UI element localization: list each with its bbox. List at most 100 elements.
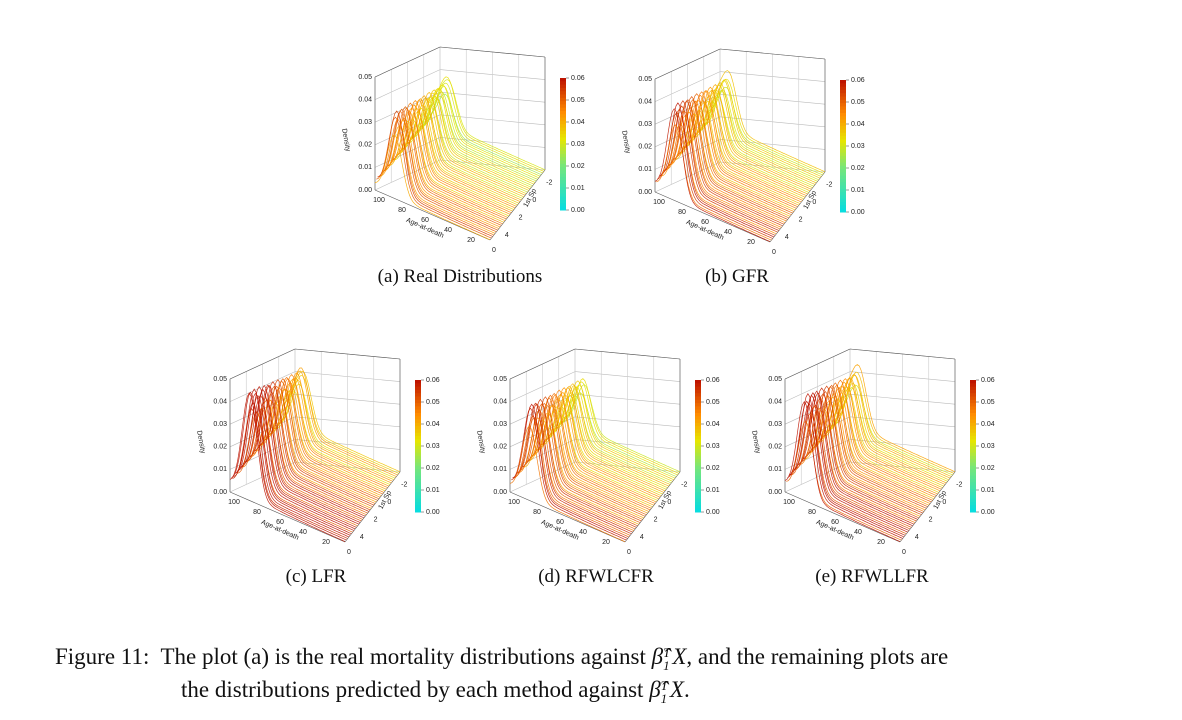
colorbar-segment (970, 449, 976, 454)
density-curve (799, 408, 916, 523)
colorbar-segment (560, 147, 566, 152)
x-tick-label: 40 (724, 229, 732, 236)
density-curve (704, 79, 821, 179)
density-curve (246, 397, 362, 522)
density-curve (833, 382, 949, 481)
colorbar-segment (840, 113, 846, 117)
colorbar-tick-label: 0.01 (426, 487, 440, 494)
density-curve (237, 411, 353, 533)
colorbar-segment (840, 195, 846, 200)
density-curve (513, 415, 629, 538)
z-tick-label: 0.04 (358, 96, 372, 103)
colorbar-segment (695, 383, 701, 388)
x-tick-label: 20 (877, 539, 885, 546)
density-curve (273, 378, 389, 487)
density-curve (526, 396, 642, 522)
colorbar-segment (560, 94, 566, 99)
colorbar-tick-label: 0.03 (571, 141, 585, 148)
caption-text: , and the remaining plots are (686, 644, 949, 669)
colorbar-segment (695, 439, 701, 444)
density-curve (278, 379, 394, 481)
x-tick-label: 100 (783, 499, 795, 506)
colorbar-segment (840, 205, 846, 210)
colorbar-segment (560, 78, 566, 82)
z-tick-label: 0.05 (213, 376, 227, 383)
density-curve (529, 397, 646, 517)
colorbar-segment (970, 479, 976, 483)
colorbar-tick-label: 0.00 (981, 509, 995, 516)
colorbar-segment (840, 162, 846, 167)
density-curve (546, 394, 662, 496)
y-tick-label: 2 (929, 517, 933, 524)
caption-text: The plot (a) is the real mortality distr… (160, 644, 646, 669)
density-curve (659, 108, 776, 236)
colorbar-segment (840, 146, 846, 150)
colorbar-segment (695, 380, 701, 384)
colorbar-segment (970, 389, 976, 394)
colorbar-segment (695, 452, 701, 457)
x-tick-label: 80 (678, 209, 686, 216)
colorbar-segment (560, 137, 566, 142)
density-curve (824, 381, 941, 492)
colorbar-segment (695, 469, 701, 473)
colorbar-segment (695, 465, 701, 470)
density-curve (701, 82, 817, 184)
colorbar-segment (695, 502, 701, 506)
density-curve (407, 108, 523, 199)
density-curve (257, 385, 373, 507)
colorbar-segment (695, 449, 701, 454)
axis-line (229, 491, 346, 543)
density-curve (398, 111, 514, 210)
figure-caption: Figure 11: The plot (a) is the real mort… (55, 640, 948, 706)
x-tick-label: 100 (373, 197, 385, 204)
z-tick-label: 0.00 (768, 489, 782, 496)
y-tick-label: 2 (799, 217, 803, 224)
colorbar-tick-label: 0.00 (571, 207, 585, 214)
density-curve (258, 379, 374, 506)
colorbar-segment (415, 475, 421, 480)
math-sup: T (660, 677, 668, 693)
x-tick-label: 0 (902, 549, 906, 556)
colorbar-segment (840, 96, 846, 101)
y-tick-label: 0 (812, 199, 816, 206)
colorbar-segment (560, 124, 566, 128)
density-curve (658, 102, 774, 238)
box-line (374, 46, 441, 78)
colorbar-segment (840, 83, 846, 88)
density-curve (671, 107, 787, 222)
colorbar-tick-label: 0.06 (706, 377, 720, 384)
math-sub: 1 (660, 690, 668, 706)
colorbar-segment (560, 180, 566, 185)
colorbar-tick-label: 0.01 (571, 185, 585, 192)
density-curve (816, 382, 932, 503)
density-curve (686, 90, 802, 203)
density-curve (521, 398, 637, 528)
colorbar-segment (415, 469, 421, 473)
x-tick-label: 80 (253, 509, 261, 516)
colorbar-segment (970, 472, 976, 477)
z-tick-label: 0.01 (213, 466, 227, 473)
colorbar-tick-label: 0.02 (706, 465, 720, 472)
axis-line (654, 191, 771, 243)
colorbar-tick-label: 0.06 (426, 377, 440, 384)
density-curve (401, 98, 517, 207)
y-tick-label: 0 (667, 499, 671, 506)
density-curve (676, 100, 792, 215)
colorbar-segment (840, 169, 846, 173)
colorbar-tick-label: 0.01 (706, 487, 720, 494)
colorbar-segment (695, 488, 701, 493)
density-curve (231, 391, 347, 541)
colorbar-segment (415, 393, 421, 397)
density-curve (392, 107, 508, 218)
z-tick-label: 0.03 (213, 421, 227, 428)
density-curve (427, 82, 543, 174)
density-curve (426, 93, 542, 175)
colorbar-segment (695, 479, 701, 483)
density-curve (668, 99, 784, 225)
density-curve (234, 388, 351, 536)
z-tick-label: 0.02 (638, 144, 652, 151)
density-curve (812, 384, 928, 507)
colorbar-segment (840, 182, 846, 187)
caption-line: Figure 11: The plot (a) is the real mort… (55, 640, 948, 673)
subcaption: (c) LFR (285, 566, 347, 587)
